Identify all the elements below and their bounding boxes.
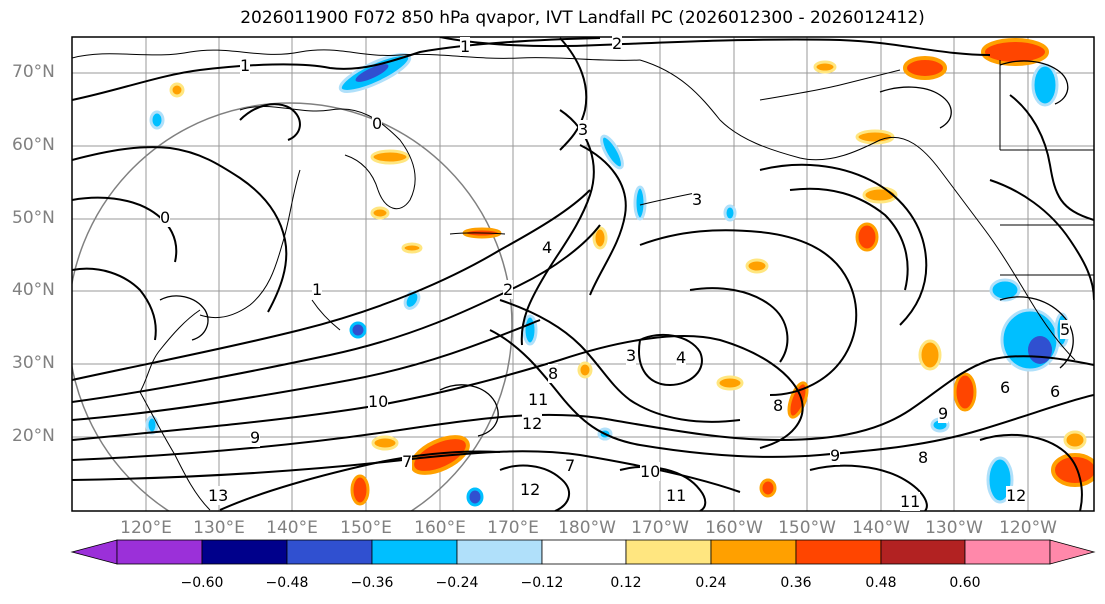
colorbar-segment [371,539,458,565]
lon-label-170e: 170°E [487,518,539,538]
lon-label-120e: 120°E [120,518,172,538]
colorbar-tick: 0.48 [865,575,897,591]
colorbar-tick: 0.36 [780,575,812,591]
lon-label-170w: 170°W [631,518,689,538]
colorbar-segment [116,539,203,565]
lon-label-120w: 120°W [999,518,1057,538]
colorbar-segment [541,539,627,565]
lon-label-130w: 130°W [925,518,983,538]
colorbar-segment [795,539,882,565]
colorbar-tick: −0.36 [350,575,394,591]
lon-label-140w: 140°W [852,518,910,538]
colorbar-segment [880,539,966,565]
minor-contours [159,60,1074,437]
lon-label-160w: 160°W [705,518,763,538]
colorbar-segment [286,539,373,565]
lat-label-20n: 20°N [12,426,55,446]
lon-label-180w: 180°W [558,518,616,538]
colorbar-tick: −0.12 [520,575,564,591]
range-circle [72,102,513,511]
colorbar-tick: 0.24 [695,575,727,591]
lat-label-50n: 50°N [12,208,55,228]
colorbar-segment [201,539,288,565]
lat-label-70n: 70°N [12,62,55,82]
colorbar-extension-high [1049,539,1096,565]
colorbar-segment [456,539,543,565]
shading-patches [145,38,1094,507]
lon-label-150e: 150°E [340,518,392,538]
colorbar [70,539,1096,565]
lon-label-160e: 160°E [414,518,466,538]
lat-label-60n: 60°N [12,135,55,155]
colorbar-segment [964,539,1051,565]
colorbar-extension-low [70,539,118,565]
colorbar-tick: 0.60 [949,575,981,591]
lon-label-140e: 140°E [266,518,318,538]
colorbar-segment [625,539,712,565]
lat-label-40n: 40°N [12,280,55,300]
lon-label-130e: 130°E [193,518,245,538]
colorbar-tick: 0.12 [610,575,642,591]
lon-label-150w: 150°W [778,518,836,538]
map-frame [71,36,1095,512]
colorbar-tick: −0.48 [265,575,309,591]
colorbar-tick: −0.60 [180,575,224,591]
colorbar-tick: −0.24 [435,575,479,591]
colorbar-segment [710,539,797,565]
lat-label-30n: 30°N [12,353,55,373]
map-title: 2026011900 F072 850 hPa qvapor, IVT Land… [240,8,925,28]
